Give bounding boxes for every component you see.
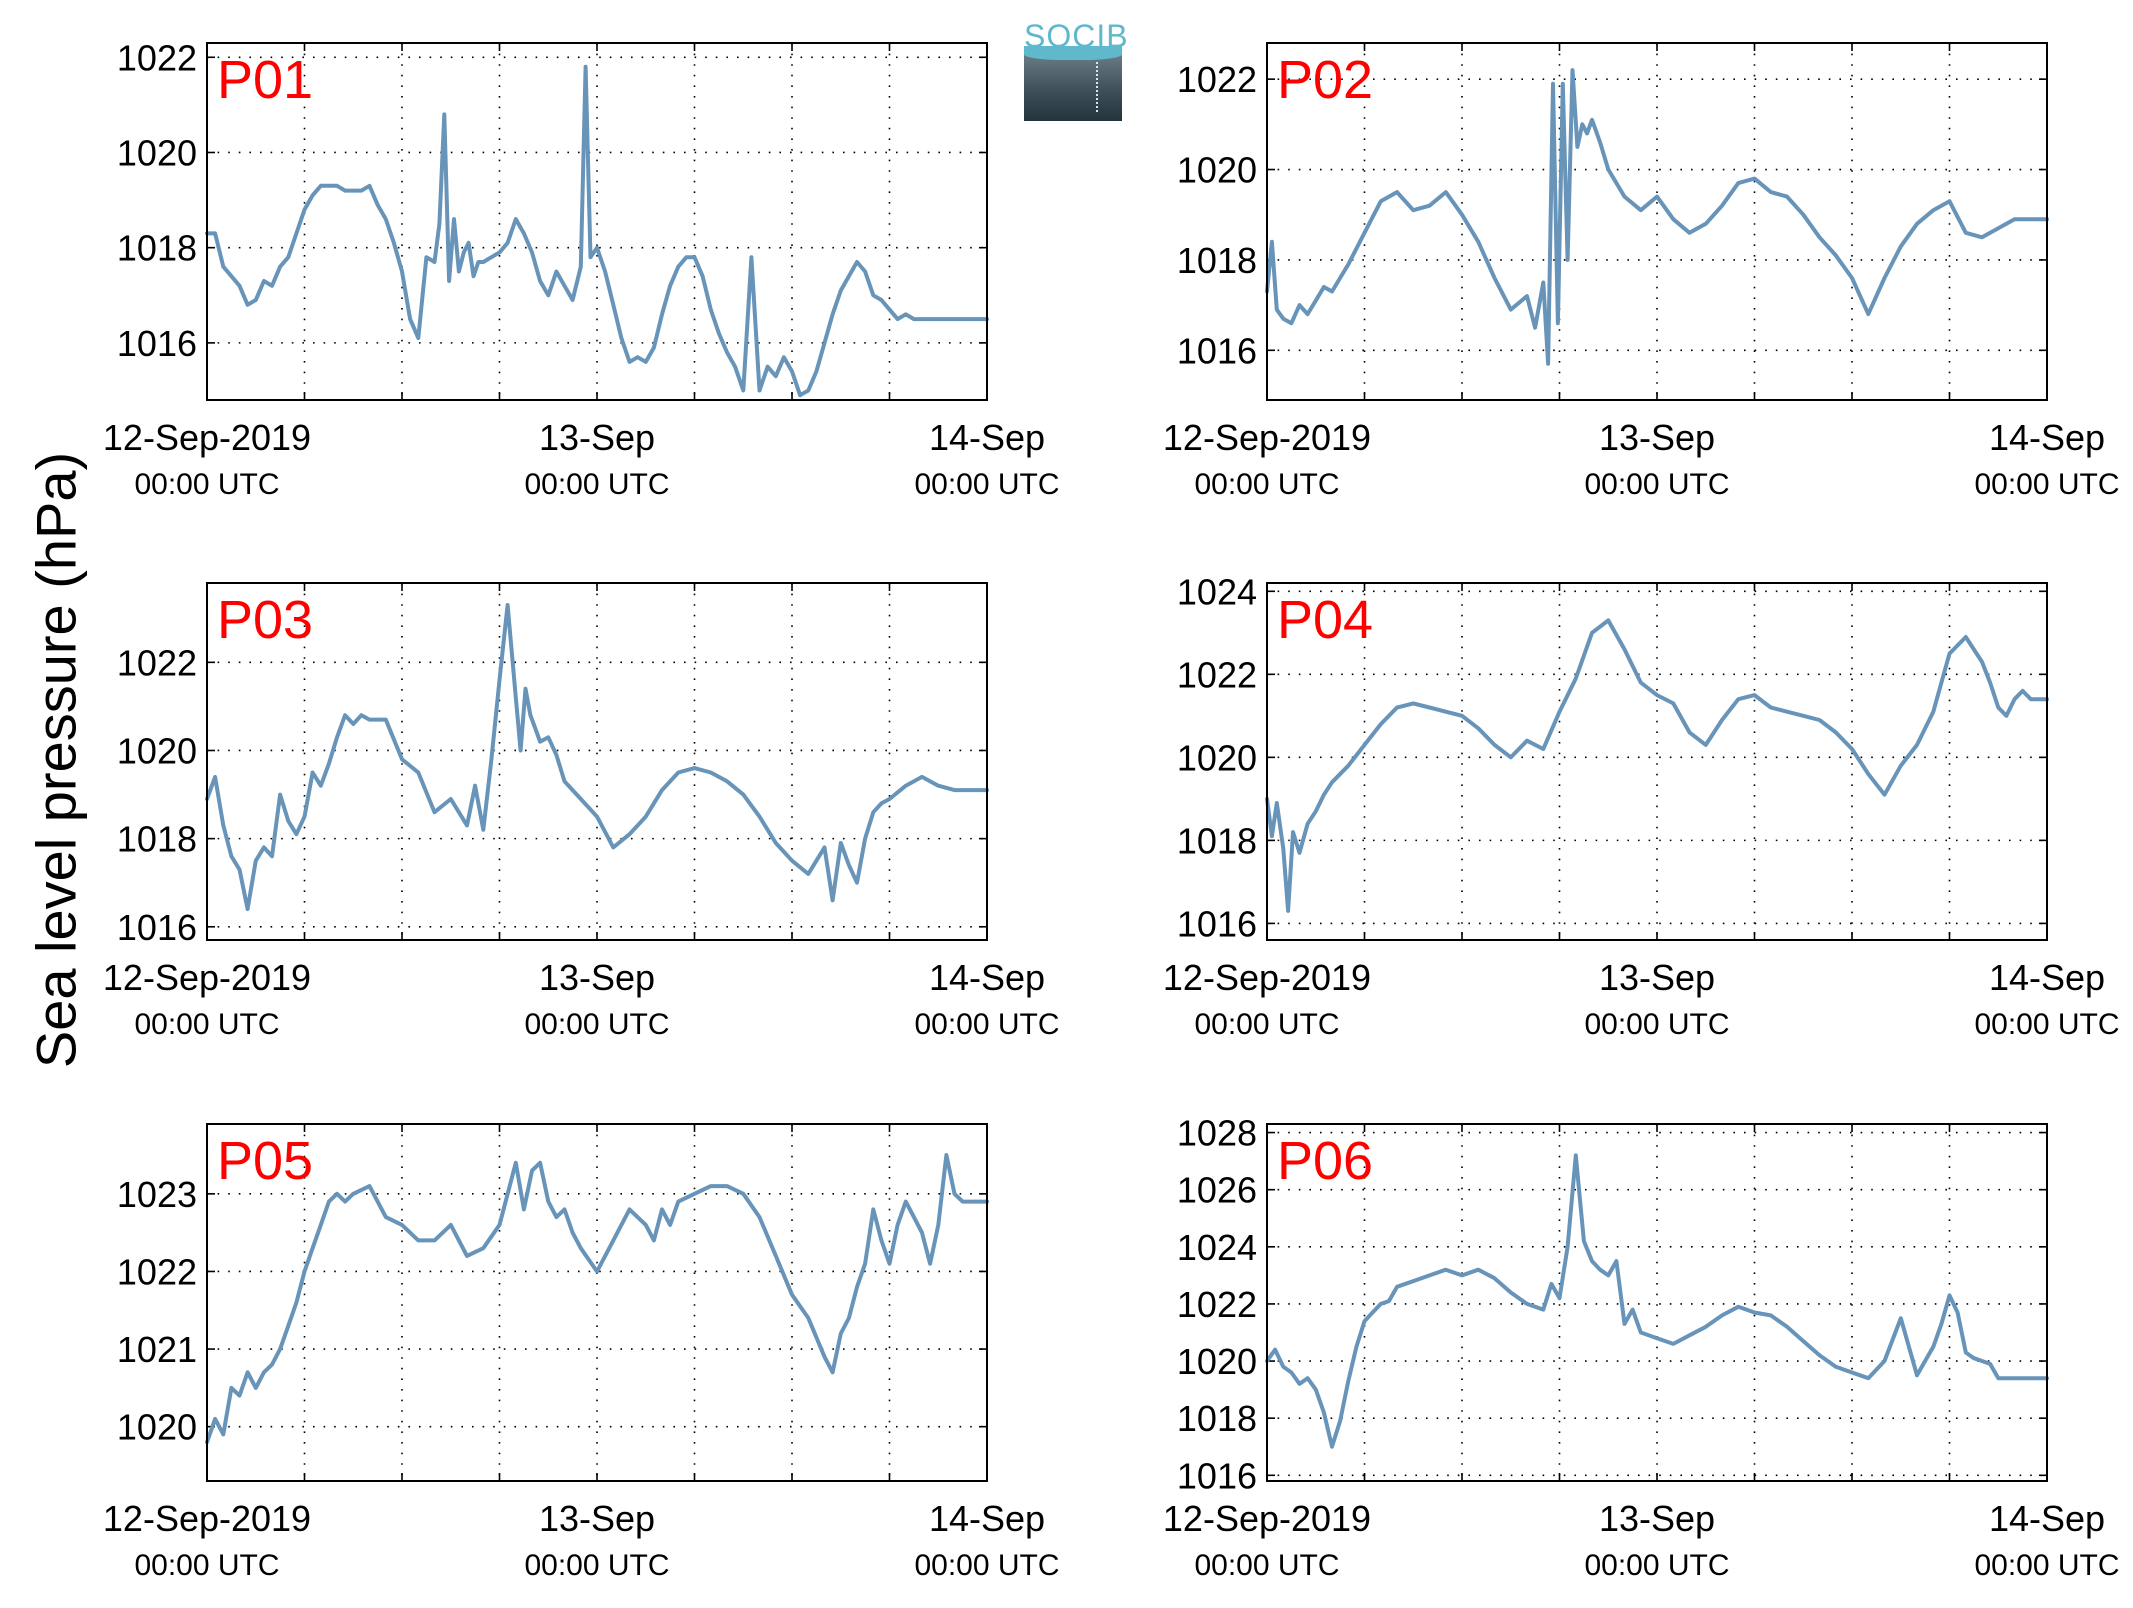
x-tick-label-date: 13-Sep (539, 417, 655, 458)
y-tick-label: 1016 (1177, 903, 1257, 944)
station-label: P02 (1277, 50, 1373, 110)
x-tick-label-date: 12-Sep-2019 (103, 1498, 311, 1539)
y-tick-label: 1018 (1177, 240, 1257, 281)
y-tick-label: 1016 (1177, 1455, 1257, 1496)
x-tick-label-date: 14-Sep (1989, 957, 2105, 998)
series-line-p04 (1265, 618, 2049, 913)
y-tick-label: 1024 (1177, 571, 1257, 612)
series-line-p01 (205, 64, 989, 398)
y-tick-label: 1018 (1177, 820, 1257, 861)
y-tick-label: 1016 (1177, 330, 1257, 371)
socib-logo: SOCIB (1024, 18, 1129, 121)
logo-image (1024, 52, 1122, 121)
x-tick-label-time: 00:00 UTC (134, 468, 279, 501)
y-tick-label: 1022 (1177, 654, 1257, 695)
station-label: P03 (217, 590, 313, 650)
x-tick-label-time: 00:00 UTC (134, 1008, 279, 1041)
y-tick-label: 1020 (1177, 737, 1257, 778)
x-tick-label-date: 13-Sep (539, 1498, 655, 1539)
x-tick-label-time: 00:00 UTC (914, 1008, 1059, 1041)
x-tick-label-time: 00:00 UTC (1974, 1549, 2119, 1582)
x-tick-label-time: 00:00 UTC (1584, 1549, 1729, 1582)
panel-p04: 1016 1018 1020 1022 1024 P04 12-Sep-2019 00:00 … (1163, 571, 2120, 1041)
plot-frame (206, 1123, 988, 1482)
y-tick-label: 1022 (117, 1251, 197, 1292)
y-tick-label: 1028 (1177, 1113, 1257, 1154)
x-tick-label-time: 00:00 UTC (1194, 468, 1339, 501)
x-tick-label-time: 00:00 UTC (1974, 468, 2119, 501)
panel-p03: 1016 1018 1020 1022 P03 12-Sep-2019 00:00 UTC 1… (103, 582, 1060, 1041)
x-tick-label-time: 00:00 UTC (1194, 1008, 1339, 1041)
x-tick-label-time: 00:00 UTC (914, 468, 1059, 501)
x-tick-label-time: 00:00 UTC (1194, 1549, 1339, 1582)
station-label: P04 (1277, 590, 1373, 650)
y-tick-label: 1020 (117, 730, 197, 771)
y-tick-label: 1022 (1177, 1284, 1257, 1325)
panel-p01: 1016 1018 1020 1022 P01 12-Sep-2019 00:00 UTC 1… (103, 37, 1060, 501)
station-label: P06 (1277, 1131, 1373, 1191)
y-tick-label: 1018 (117, 228, 197, 269)
plot-frame (206, 582, 988, 941)
x-tick-label-date: 12-Sep-2019 (1163, 417, 1371, 458)
logo-text: SOCIB (1024, 18, 1129, 54)
series-line-p03 (205, 603, 989, 912)
x-tick-label-time: 00:00 UTC (524, 468, 669, 501)
plot-frame (206, 42, 988, 401)
y-tick-label: 1020 (117, 132, 197, 173)
y-tick-label: 1023 (117, 1174, 197, 1215)
logo-dots (1096, 62, 1098, 112)
x-tick-label-time: 00:00 UTC (524, 1549, 669, 1582)
plot-frame (1266, 42, 2048, 401)
x-tick-label-date: 14-Sep (1989, 417, 2105, 458)
series-line-p05 (205, 1153, 989, 1445)
y-tick-label: 1026 (1177, 1170, 1257, 1211)
x-tick-label-time: 00:00 UTC (1974, 1008, 2119, 1041)
series-line-p06 (1265, 1153, 2049, 1449)
y-tick-label: 1020 (1177, 1341, 1257, 1382)
y-tick-label: 1022 (1177, 59, 1257, 100)
y-tick-label: 1022 (117, 642, 197, 683)
x-tick-label-time: 00:00 UTC (1584, 468, 1729, 501)
y-tick-label: 1018 (117, 819, 197, 860)
x-tick-label-date: 14-Sep (929, 417, 1045, 458)
station-label: P05 (217, 1131, 313, 1191)
x-tick-label-date: 13-Sep (1599, 1498, 1715, 1539)
x-tick-label-time: 00:00 UTC (134, 1549, 279, 1582)
x-tick-label-time: 00:00 UTC (524, 1008, 669, 1041)
series-line-p02 (1265, 68, 2049, 366)
x-tick-label-date: 14-Sep (929, 957, 1045, 998)
x-tick-label-date: 12-Sep-2019 (103, 957, 311, 998)
y-tick-label: 1016 (117, 323, 197, 364)
x-tick-label-date: 12-Sep-2019 (1163, 1498, 1371, 1539)
x-tick-label-time: 00:00 UTC (914, 1549, 1059, 1582)
y-tick-label: 1018 (1177, 1398, 1257, 1439)
y-tick-label: 1021 (117, 1329, 197, 1370)
x-tick-label-date: 14-Sep (1989, 1498, 2105, 1539)
panel-p05: 1020 1021 1022 1023 P05 12-Sep-2019 00:00 UTC 1… (103, 1123, 1060, 1582)
x-tick-label-date: 13-Sep (1599, 957, 1715, 998)
logo-wave (1024, 46, 1122, 60)
station-label: P01 (217, 50, 313, 110)
y-tick-label: 1020 (117, 1407, 197, 1448)
y-tick-label: 1016 (117, 907, 197, 948)
y-tick-label: 1022 (117, 37, 197, 78)
plot-frame (1266, 1123, 2048, 1482)
x-tick-label-date: 13-Sep (539, 957, 655, 998)
x-tick-label-date: 12-Sep-2019 (103, 417, 311, 458)
x-tick-label-time: 00:00 UTC (1584, 1008, 1729, 1041)
x-tick-label-date: 13-Sep (1599, 417, 1715, 458)
panel-p06: 1016 1018 1020 1022 1024 1026 1028 P06 12-Sep-20… (1163, 1113, 2120, 1582)
x-tick-label-date: 12-Sep-2019 (1163, 957, 1371, 998)
x-tick-label-date: 14-Sep (929, 1498, 1045, 1539)
y-tick-label: 1020 (1177, 150, 1257, 191)
panel-p02: 1016 1018 1020 1022 P02 12-Sep-2019 00:00 UTC 1… (1163, 42, 2120, 501)
y-tick-label: 1024 (1177, 1227, 1257, 1268)
plot-frame (1266, 582, 2048, 941)
